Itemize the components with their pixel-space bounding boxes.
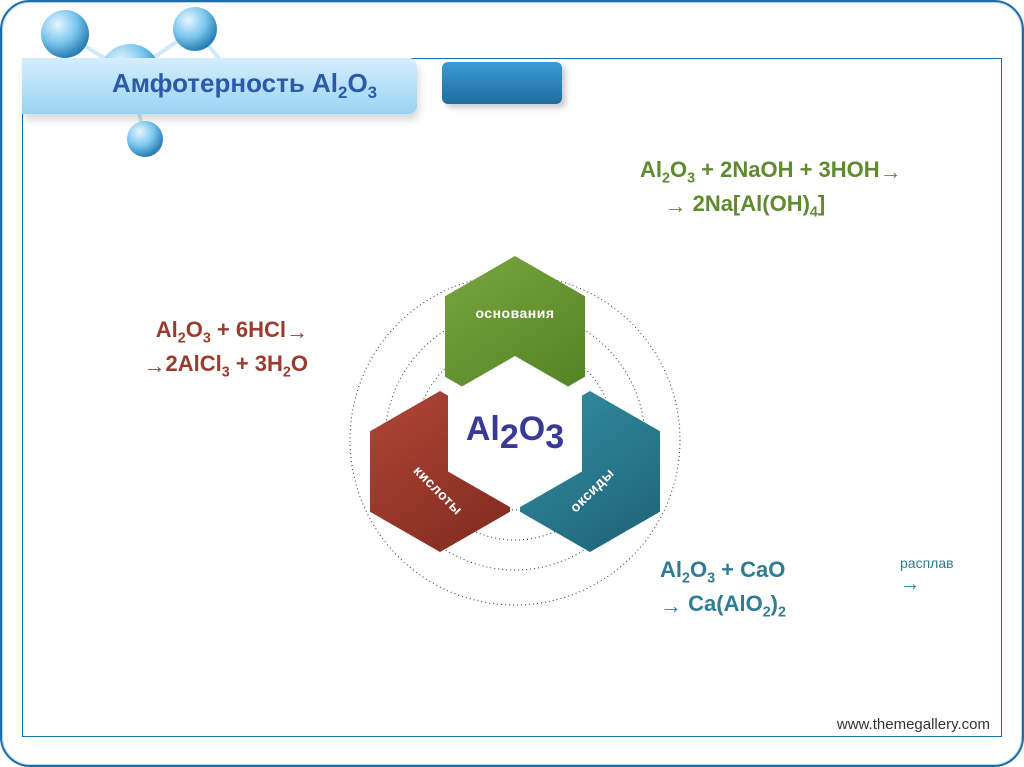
title-formula-b: O xyxy=(347,68,367,98)
hex-label-bases: основания xyxy=(475,305,554,321)
title-formula-a: Al xyxy=(312,68,338,98)
arrow-icon: → xyxy=(286,317,308,347)
page-title: Амфотерность Al2O3 xyxy=(112,68,377,103)
arrow-icon: → xyxy=(144,351,166,381)
hex-cluster: основания кислоты оксиды Al2O3 xyxy=(365,296,665,596)
arrow-icon: → xyxy=(880,157,902,187)
title-sub2: 3 xyxy=(368,84,377,103)
title-bar: Амфотерность Al2O3 xyxy=(22,58,417,114)
reaction-base: Al2O3 + 2NaOH + 3HOH→ → 2Na[Al(OH)4] xyxy=(640,155,902,222)
melt-tag: расплав→ xyxy=(900,555,954,594)
footer-link: www.themegallery.com xyxy=(837,716,990,733)
arrow-icon: → xyxy=(900,573,920,596)
title-bar-front: Амфотерность Al2O3 xyxy=(22,58,417,114)
hex-diagram: основания кислоты оксиды Al2O3 xyxy=(340,265,690,615)
title-prefix: Амфотерность xyxy=(112,68,312,98)
arrow-icon: → xyxy=(664,191,686,221)
reaction-acid: Al2O3 + 6HCl→ →2AlCl3 + 3H2O xyxy=(48,315,308,382)
title-bar-shadow xyxy=(442,62,562,104)
center-formula: Al2O3 xyxy=(466,410,564,457)
